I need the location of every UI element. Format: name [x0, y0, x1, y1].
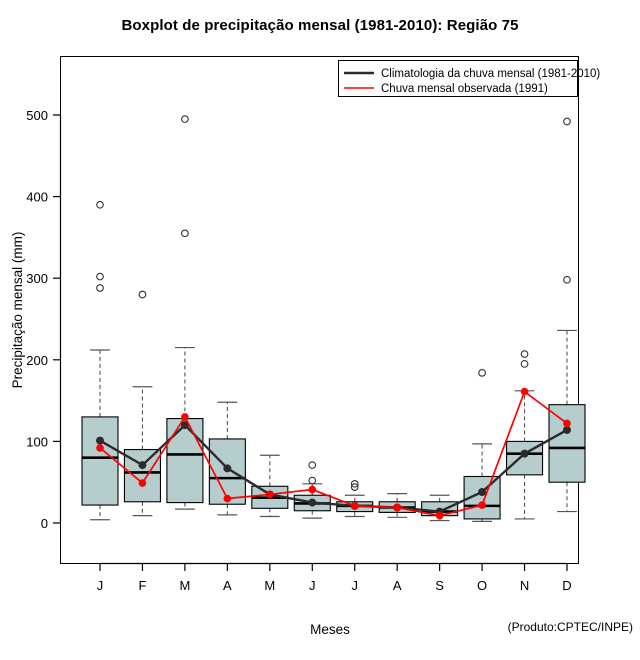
credit-label: (Produto:CPTEC/INPE) [508, 620, 633, 634]
series-point [478, 501, 486, 509]
x-tick-label: M [264, 578, 275, 593]
x-tick-label: A [393, 578, 402, 593]
outlier-point [308, 461, 317, 469]
series-point [520, 387, 529, 396]
series-point [223, 464, 232, 473]
series-observada [96, 387, 571, 520]
series-point [223, 494, 232, 503]
series-point [138, 479, 147, 487]
outlier-point [138, 290, 147, 299]
series-point [350, 502, 359, 510]
outlier-point [563, 275, 571, 284]
series-point [181, 413, 189, 421]
boxplot-box [166, 115, 204, 510]
series-point [180, 421, 189, 430]
page-title: Boxplot de precipitação mensal (1981-201… [121, 17, 519, 34]
outlier-point [181, 115, 189, 123]
boxplot-box [505, 350, 544, 520]
x-tick-label: D [562, 578, 571, 593]
y-tick-label: 0 [41, 516, 48, 531]
outlier-point [350, 479, 359, 488]
y-tick-label: 500 [26, 108, 48, 123]
x-tick-label: M [179, 578, 190, 593]
x-tick-label: S [435, 578, 444, 593]
boxplot-box [336, 479, 374, 518]
boxplot-box [81, 200, 119, 521]
boxplot-box [463, 369, 501, 522]
outlier-point [350, 483, 359, 491]
y-axis-title: Precipitação mensal (mm) [10, 232, 25, 389]
x-axis-title: Meses [310, 622, 350, 637]
x-tick-label: F [138, 578, 146, 593]
box-iqr [548, 404, 586, 483]
legend: Climatologia da chuva mensal (1981-2010)… [338, 60, 600, 97]
legend-label-observada: Chuva mensal observada (1991) [381, 83, 548, 95]
series-point [308, 498, 317, 507]
series-point [266, 490, 274, 499]
boxplot-box [548, 117, 586, 513]
outlier-point [563, 117, 571, 126]
x-tick-label: N [520, 578, 529, 593]
y-axis: 0 100 200 300 400 500 [26, 108, 62, 531]
series-point [435, 511, 444, 520]
series-point [138, 461, 147, 470]
series-point [393, 503, 401, 512]
box-iqr [81, 416, 119, 506]
y-tick-label: 200 [26, 353, 48, 368]
y-tick-label: 300 [26, 271, 48, 286]
outlier-point [96, 284, 104, 292]
outlier-point [478, 369, 486, 377]
series-point [96, 436, 104, 445]
x-tick-label: A [223, 578, 232, 593]
x-tick-label: O [477, 578, 487, 593]
series-point [308, 485, 317, 494]
y-tick-label: 100 [26, 434, 48, 449]
series-point [96, 444, 104, 452]
y-tick-label: 400 [26, 190, 48, 205]
line-series [96, 387, 571, 520]
outlier-point [520, 350, 529, 358]
outlier-point [96, 272, 104, 281]
series-point [520, 449, 529, 458]
series-line [99, 390, 568, 517]
x-tick-label: J [351, 578, 358, 593]
outlier-point [96, 200, 104, 209]
series-point [478, 487, 487, 496]
x-tick-label: J [309, 578, 316, 593]
x-tick-label: J [97, 578, 104, 593]
legend-box [338, 60, 578, 97]
box-iqr [166, 418, 204, 504]
outlier-point [520, 360, 529, 368]
series-point [563, 419, 571, 428]
boxplot-series [81, 115, 586, 522]
legend-label-climatologia: Climatologia da chuva mensal (1981-2010) [381, 68, 600, 80]
outlier-point [308, 476, 317, 485]
series-point [563, 425, 571, 434]
outlier-point [181, 229, 189, 238]
